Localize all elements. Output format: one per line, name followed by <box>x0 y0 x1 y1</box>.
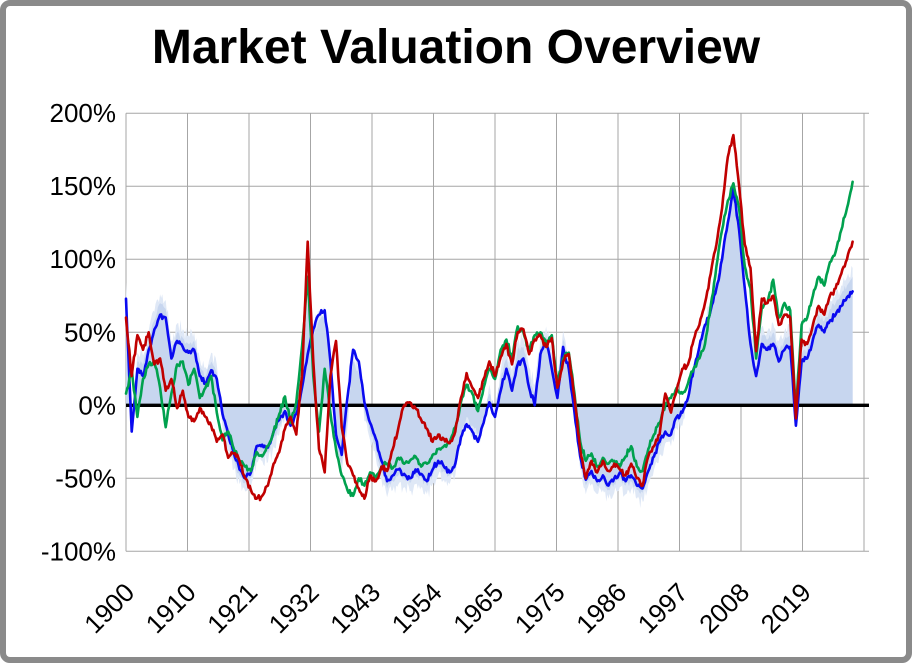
x-axis-label: 1910 <box>140 577 202 639</box>
series-red-line <box>124 133 854 502</box>
x-axis-label: 1932 <box>263 577 325 639</box>
y-axis-label: 0% <box>78 390 116 420</box>
x-axis-label: 1954 <box>386 577 448 639</box>
x-axis-label: 1986 <box>570 577 632 639</box>
x-axis-label: 1965 <box>447 577 509 639</box>
y-axis-label: 50% <box>64 317 116 347</box>
shaded-band-area <box>126 196 853 494</box>
x-axis-label: 1975 <box>509 577 571 639</box>
series-green-line <box>124 180 854 498</box>
valuation-chart: 200%150%100%50%0%-50%-100%1900 1910 1921 19… <box>41 98 869 639</box>
y-axis-label: 100% <box>50 244 117 274</box>
x-axis-label: 1900 <box>78 577 140 639</box>
y-axis-label: 150% <box>50 171 117 201</box>
y-axis-label: 200% <box>50 98 117 128</box>
y-axis-label: -100% <box>41 536 116 566</box>
x-axis-label: 1943 <box>324 577 386 639</box>
x-axis-label: 1921 <box>201 577 263 639</box>
x-axis-label: 2008 <box>693 577 755 639</box>
series-blue-line <box>124 187 854 490</box>
x-axis-label: 2019 <box>755 577 817 639</box>
chart-title: Market Valuation Overview <box>151 21 761 74</box>
x-axis-label: 1997 <box>632 577 694 639</box>
y-axis-label: -50% <box>55 463 116 493</box>
